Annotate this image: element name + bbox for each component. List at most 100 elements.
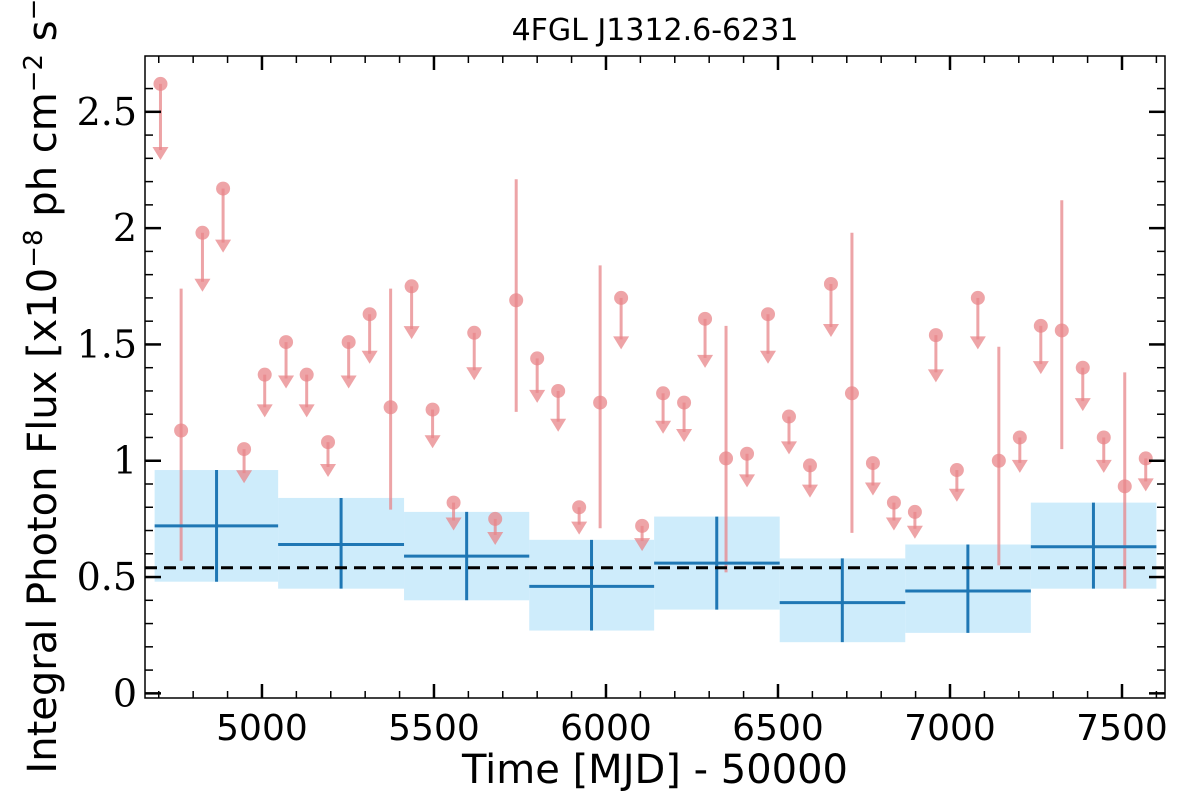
y-tick-label: 0 — [113, 671, 137, 715]
short-bin-point — [593, 395, 608, 410]
upper-limit-arrow-head — [1074, 398, 1091, 412]
x-tick-label: 7000 — [904, 708, 996, 749]
short-bin-point — [425, 402, 440, 417]
short-bin-point — [299, 367, 314, 382]
axes-box — [144, 55, 1166, 699]
short-bin-point — [970, 290, 985, 305]
upper-limit-arrow-head — [1095, 459, 1112, 473]
short-bin-point — [279, 335, 294, 350]
upper-limit-arrow-head — [529, 389, 546, 403]
x-tick-label: 7500 — [1076, 708, 1168, 749]
short-bin-point — [614, 290, 629, 305]
upper-limit-arrow-head — [550, 418, 567, 432]
short-bin-point — [1075, 360, 1090, 375]
short-bin-point — [949, 463, 964, 478]
short-bin-point — [530, 351, 545, 366]
short-bin-point — [1117, 479, 1132, 494]
short-bin-point — [383, 400, 398, 415]
short-bin-point — [321, 435, 336, 450]
upper-limit-arrow-head — [445, 517, 462, 531]
upper-limit-arrow-head — [822, 324, 839, 338]
upper-limit-arrow-head — [487, 531, 504, 545]
short-bin-point — [1096, 430, 1111, 445]
short-bin-point — [509, 293, 524, 308]
short-bin-point — [656, 386, 671, 401]
upper-limit-arrow-head — [1032, 361, 1049, 375]
short-bin-point — [1033, 318, 1048, 333]
short-bin-point — [1012, 430, 1027, 445]
upper-limit-arrow-head — [906, 525, 923, 539]
y-axis-label-prefix: Integral Photon Flux [x10 — [20, 268, 66, 774]
upper-limit-arrow-head — [676, 429, 693, 443]
short-bin-point — [844, 386, 859, 401]
short-bin-point — [1138, 451, 1153, 466]
short-bin-point — [761, 307, 776, 322]
upper-limit-arrow-head — [215, 239, 232, 253]
short-bin-point — [677, 395, 692, 410]
upper-limit-arrow-head — [278, 375, 295, 389]
short-bin-point — [823, 276, 838, 291]
short-bin-point — [802, 458, 817, 473]
upper-limit-arrow-head — [969, 336, 986, 350]
y-tick-label: 2 — [113, 206, 137, 250]
short-bin-point — [488, 511, 503, 526]
upper-limit-arrow-head — [466, 367, 483, 381]
upper-limit-arrow-head — [864, 482, 881, 496]
short-bin-point — [907, 504, 922, 519]
upper-limit-arrow-head — [634, 538, 651, 552]
upper-limit-arrow-head — [613, 336, 630, 350]
upper-limit-arrow-head — [655, 420, 672, 434]
short-bin-point — [446, 495, 461, 510]
short-bin-point — [216, 181, 231, 196]
y-axis-label-exp2: −2 — [19, 54, 49, 92]
upper-limit-arrow-head — [236, 470, 253, 484]
short-bin-point — [257, 367, 272, 382]
upper-limit-arrow-head — [1137, 478, 1154, 492]
upper-limit-arrow-head — [739, 474, 756, 488]
short-bin-point — [1054, 323, 1069, 338]
y-tick-label: 1.5 — [77, 322, 137, 366]
axes-frame — [144, 55, 1166, 699]
y-axis-label: Integral Photon Flux [x10−8 ph cm−2 s−1] — [19, 0, 66, 774]
short-bin-point — [195, 225, 210, 240]
y-tick-label: 1 — [113, 439, 137, 483]
short-bin-point — [635, 518, 650, 533]
upper-limit-arrow-head — [152, 146, 169, 160]
y-axis-label-exp3: −1 — [19, 0, 49, 20]
y-axis-label-mid: ph cm — [20, 92, 66, 229]
x-axis-label: Time [MJD] - 50000 — [461, 747, 848, 793]
upper-limit-arrow-head — [948, 488, 965, 502]
y-tick-label: 2.5 — [77, 90, 137, 134]
upper-limit-arrow-head — [298, 404, 315, 418]
upper-limit-arrow-head — [424, 435, 441, 449]
short-bin-point — [572, 500, 587, 515]
short-bin-point — [928, 328, 943, 343]
upper-limit-arrow-head — [697, 354, 714, 368]
upper-limit-arrow-head — [194, 278, 211, 292]
upper-limit-arrow-head — [256, 404, 273, 418]
plot-area — [145, 76, 1165, 643]
y-tick-label: 0.5 — [77, 555, 137, 599]
y-axis-label-mid2: s — [20, 20, 66, 54]
x-tick-label: 5000 — [216, 708, 308, 749]
short-bin-point — [404, 279, 419, 294]
upper-limit-arrow-head — [760, 350, 777, 364]
upper-limit-arrow-head — [403, 326, 420, 340]
short-bin-point — [886, 495, 901, 510]
upper-limit-arrow-head — [801, 484, 818, 498]
upper-limit-arrow-head — [885, 517, 902, 531]
short-bin-point — [740, 446, 755, 461]
short-bin-point — [341, 335, 356, 350]
upper-limit-arrow-head — [927, 369, 944, 383]
short-bin-point — [551, 383, 566, 398]
x-tick-label: 6500 — [732, 708, 824, 749]
short-bin-point — [698, 311, 713, 326]
short-bin-point — [719, 451, 734, 466]
short-bin-point — [781, 409, 796, 424]
axis-ticks: 5000 5500 6000 6500 7000 7500 0 0.5 1 1.5 2 2.5 — [77, 56, 1168, 749]
upper-limit-arrow-head — [780, 441, 797, 455]
x-tick-label: 5500 — [388, 708, 480, 749]
upper-limit-arrow-head — [571, 521, 588, 535]
x-tick-label: 6000 — [560, 708, 652, 749]
